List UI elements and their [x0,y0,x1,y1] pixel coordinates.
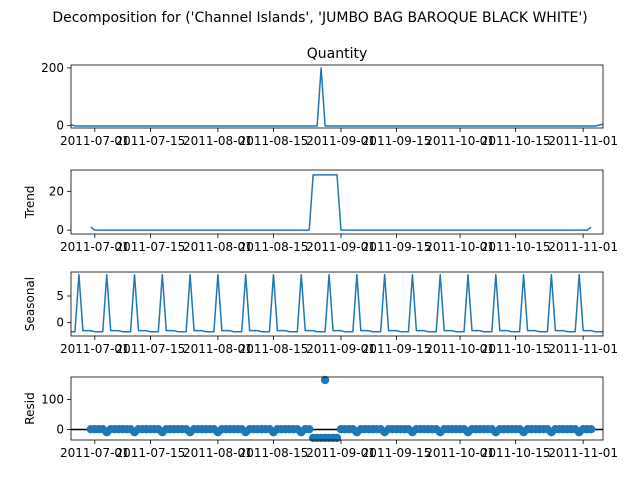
xtick-label-resid-1: 2011-07-15 [116,446,186,460]
xtick-label-resid-8: 2011-11-01 [548,446,618,460]
xtick-label-resid-0: 2011-07-01 [60,446,130,460]
xtick-label-trend-5: 2011-09-15 [362,240,432,254]
xtick-label-trend-7: 2011-10-15 [481,240,551,254]
xtick-label-seasonal-4: 2011-09-01 [306,342,376,356]
ylabel-seasonal: Seasonal [23,277,37,331]
xtick-label-seasonal-7: 2011-10-15 [481,342,551,356]
ylabel-trend: Trend [23,186,37,220]
ytick-label-observed-1: 200 [41,61,64,75]
xtick-label-observed-5: 2011-09-15 [362,134,432,148]
series-line-seasonal [71,273,603,333]
ytick-label-resid-1: 100 [41,393,64,407]
xtick-label-observed-0: 2011-07-01 [60,134,130,148]
axes-frame-seasonal [70,271,604,337]
xtick-label-seasonal-5: 2011-09-15 [362,342,432,356]
xtick-label-trend-8: 2011-11-01 [548,240,618,254]
xtick-label-seasonal-0: 2011-07-01 [60,342,130,356]
xtick-label-trend-6: 2011-10-01 [425,240,495,254]
xtick-label-observed-8: 2011-11-01 [548,134,618,148]
panel-resid: Resid01002011-07-012011-07-152011-08-012… [23,375,618,460]
xtick-label-resid-7: 2011-10-15 [481,446,551,460]
xtick-label-trend-0: 2011-07-01 [60,240,130,254]
xtick-label-observed-6: 2011-10-01 [425,134,495,148]
axes-frame-trend [70,169,604,235]
xtick-label-observed-1: 2011-07-15 [116,134,186,148]
xtick-label-resid-4: 2011-09-01 [306,446,376,460]
xtick-label-seasonal-1: 2011-07-15 [116,342,186,356]
xtick-label-observed-7: 2011-10-15 [481,134,551,148]
xtick-label-trend-2: 2011-08-01 [183,240,253,254]
xtick-label-seasonal-3: 2011-08-15 [239,342,309,356]
xtick-label-resid-5: 2011-09-15 [362,446,432,460]
xtick-label-seasonal-2: 2011-08-01 [183,342,253,356]
resid-point-outlier [320,375,330,385]
ytick-label-seasonal-0: 0 [56,316,64,330]
xtick-label-resid-3: 2011-08-15 [239,446,309,460]
ytick-label-seasonal-1: 5 [56,289,64,303]
axes-frame-resid [70,376,604,441]
panel-title-observed: Quantity [307,46,368,62]
xtick-label-resid-6: 2011-10-01 [425,446,495,460]
panel-observed: Quantity02002011-07-012011-07-152011-08-… [41,46,618,148]
xtick-label-trend-3: 2011-08-15 [239,240,309,254]
panel-trend: Trend0202011-07-012011-07-152011-08-0120… [23,169,618,254]
ytick-label-trend-0: 0 [56,223,64,237]
ytick-label-observed-0: 0 [56,119,64,133]
figure-suptitle: Decomposition for ('Channel Islands', 'J… [52,10,587,26]
ytick-label-trend-1: 20 [49,184,64,198]
resid-point-126 [586,425,596,434]
xtick-label-resid-2: 2011-08-01 [183,446,253,460]
panel-seasonal: Seasonal 0 5 2011-07-012011-07-152011-08-01… [23,271,618,356]
ytick-label-resid-0: 0 [56,423,64,437]
panels: Quantity02002011-07-012011-07-152011-08-… [23,46,618,460]
xtick-label-observed-2: 2011-08-01 [183,134,253,148]
xtick-label-seasonal-8: 2011-11-01 [548,342,618,356]
xtick-label-trend-4: 2011-09-01 [306,240,376,254]
axes-frame-observed [70,64,604,129]
ylabel-resid: Resid [23,392,37,424]
series-line-trend [90,174,592,231]
xtick-label-trend-1: 2011-07-15 [116,240,186,254]
xtick-label-seasonal-6: 2011-10-01 [425,342,495,356]
series-line-observed [70,67,604,127]
resid-point-62 [332,433,342,443]
resid-point-55 [305,425,314,434]
xtick-label-observed-3: 2011-08-15 [239,134,309,148]
xtick-label-observed-4: 2011-09-01 [306,134,376,148]
